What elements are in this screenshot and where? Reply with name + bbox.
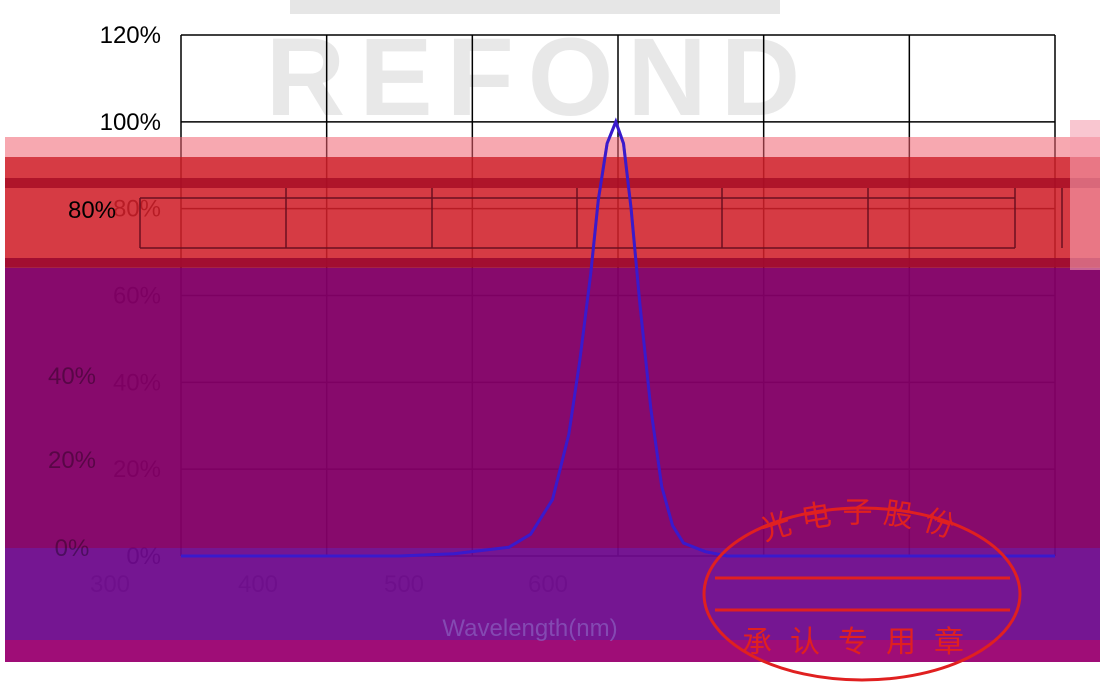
purple-overlay-band: [5, 268, 1100, 662]
stamp-bottom-text: 承认专用章: [742, 626, 982, 659]
overlay-tick-labels: 40% 20% 0%: [48, 363, 96, 562]
overlay-y-tick-1: 20%: [48, 447, 96, 474]
right-edge-deco: [1070, 120, 1100, 270]
purple-band-lower: [5, 548, 1100, 640]
stamp-outline: [702, 506, 1022, 682]
red-band-bottom-edge: [5, 258, 1100, 268]
y-tick-label-6: 120%: [100, 22, 161, 49]
red-band-grid: [139, 188, 1063, 249]
watermark-text: REFOND: [266, 16, 814, 139]
top-decoration: [290, 0, 780, 14]
y-tick-label-5: 100%: [100, 109, 161, 136]
overlay-y-tick-2: 0%: [55, 535, 90, 562]
series-line-overlay: [181, 117, 1055, 558]
red-band: [5, 157, 1100, 267]
shifted-tick-80: 80%: [68, 197, 116, 224]
red-overlay-band: 80%: [5, 137, 1100, 268]
overlay-y-tick-0: 40%: [48, 363, 96, 390]
bottom-strip: [5, 640, 1100, 662]
red-band-dark-line: [5, 178, 1100, 188]
x-axis-label: Wavelength(nm): [442, 615, 617, 642]
red-band-light-top: [5, 137, 1100, 157]
